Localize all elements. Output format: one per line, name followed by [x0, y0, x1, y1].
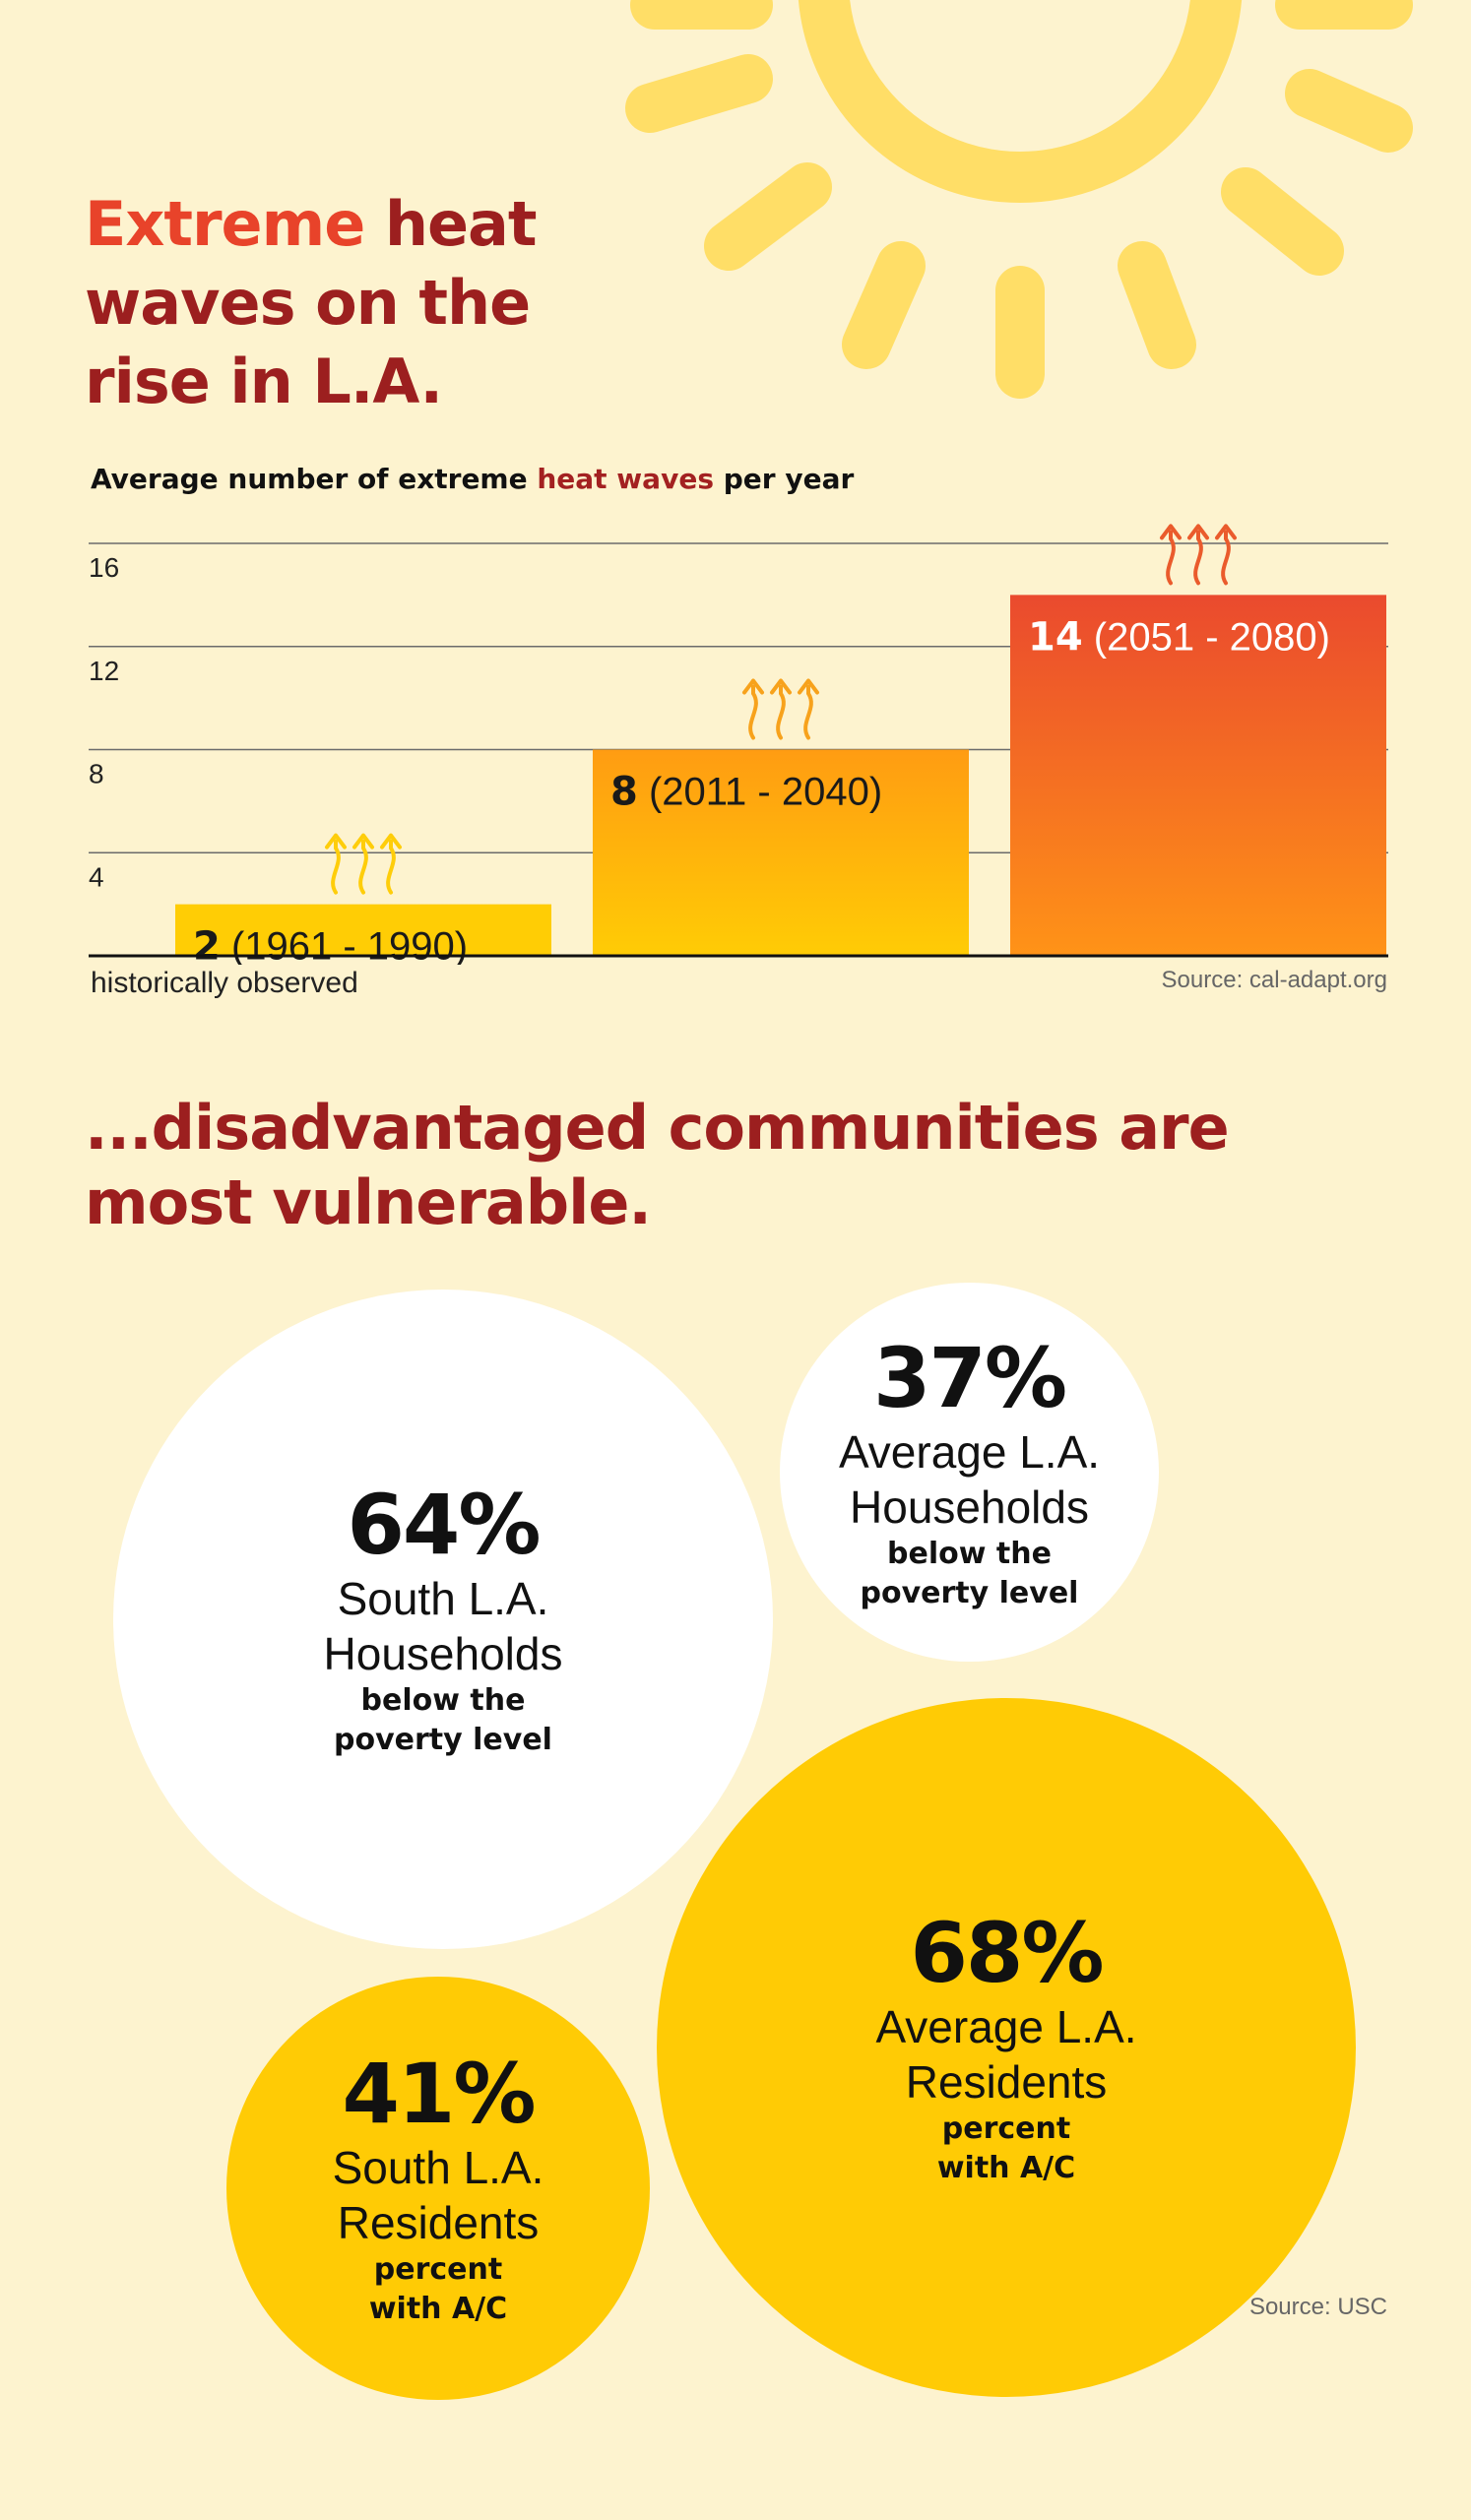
heat-arrow-stem	[358, 839, 368, 895]
stat-sublabel: percent with A/C	[368, 2252, 508, 2326]
stat-label: South L.A. Residents	[332, 2142, 544, 2248]
heat-arrow-head	[380, 833, 402, 850]
stat-label: South L.A. Households	[323, 1573, 563, 1679]
heat-arrow-head	[1215, 524, 1237, 540]
heat-arrow-head	[352, 833, 374, 850]
bar	[1010, 595, 1386, 956]
usc-source: Source: USC	[1248, 2294, 1387, 2320]
section-subtitle: ...disadvantaged communities are most vu…	[85, 1092, 1230, 1238]
chart-title-post: per year	[713, 463, 855, 495]
stat-label: Average L.A. Households	[838, 1425, 1101, 1533]
chart-title-highlight: heat waves	[537, 463, 714, 495]
y-tick-label: 16	[89, 552, 119, 583]
heat-arrow-head	[798, 678, 819, 695]
bar-label: 2 (1961 - 1990)	[193, 924, 468, 965]
stat-sublabel: percent with A/C	[936, 2111, 1076, 2185]
heat-arrow-head	[1187, 524, 1209, 540]
title-rest: heat waves on the rise in L.A.	[85, 188, 538, 417]
heat-arrow-stem	[331, 839, 341, 895]
y-tick-label: 8	[89, 759, 104, 789]
y-tick-label: 12	[89, 656, 119, 686]
stat-percent: 64%	[347, 1477, 541, 1573]
heat-wave-bar-chart: 4 8 12 16 2 (1961 - 1990) 8 (2011 - 2040) 14 (…	[89, 524, 1388, 965]
south-la-households-circle: 64% South L.A. Households below the pove…	[113, 1290, 773, 1949]
heat-arrow-head	[325, 833, 347, 850]
historically-observed-note: historically observed	[91, 967, 358, 999]
bar-label: 14 (2051 - 2080)	[1028, 614, 1330, 660]
bar	[593, 749, 969, 956]
stat-label: Average L.A. Residents	[875, 2001, 1137, 2108]
average-la-residents-circle: 68% Average L.A. Residents percent with …	[657, 1698, 1356, 2397]
heat-arrow-stem	[803, 684, 813, 740]
heat-arrow-stem	[386, 839, 396, 895]
heat-arrow-head	[1160, 524, 1182, 540]
sun-illustration	[625, 0, 1413, 399]
stat-sublabel: below the poverty level	[860, 1536, 1079, 1610]
heat-arrow-stem	[1166, 530, 1176, 586]
y-tick-label: 4	[89, 861, 104, 892]
stat-sublabel: below the poverty level	[334, 1683, 552, 1757]
bar	[175, 904, 551, 956]
stat-percent: 41%	[342, 2046, 536, 2142]
chart-source: Source: cal-adapt.org	[1161, 967, 1387, 993]
heat-arrow-head	[770, 678, 792, 695]
south-la-residents-circle: 41% South L.A. Residents percent with A/…	[226, 1977, 650, 2400]
heat-arrow-stem	[1193, 530, 1203, 586]
chart-title-pre: Average number of extreme	[91, 463, 538, 495]
sun-disc	[798, 0, 1243, 203]
sun-rays	[625, 0, 1413, 399]
title-accent: Extreme	[85, 188, 365, 260]
heat-arrow-stem	[1221, 530, 1231, 586]
stat-percent: 37%	[872, 1329, 1067, 1426]
heat-arrow-stem	[776, 684, 786, 740]
chart-title: Average number of extreme heat waves per…	[91, 463, 854, 495]
heat-arrow-stem	[748, 684, 758, 740]
stat-percent: 68%	[910, 1905, 1104, 2001]
heat-arrow-head	[742, 678, 764, 695]
page-title: Extreme heat waves on the rise in L.A.	[85, 185, 636, 421]
average-la-households-circle: 37% Average L.A. Households below the po…	[780, 1283, 1159, 1662]
bar-label: 8 (2011 - 2040)	[610, 770, 882, 815]
